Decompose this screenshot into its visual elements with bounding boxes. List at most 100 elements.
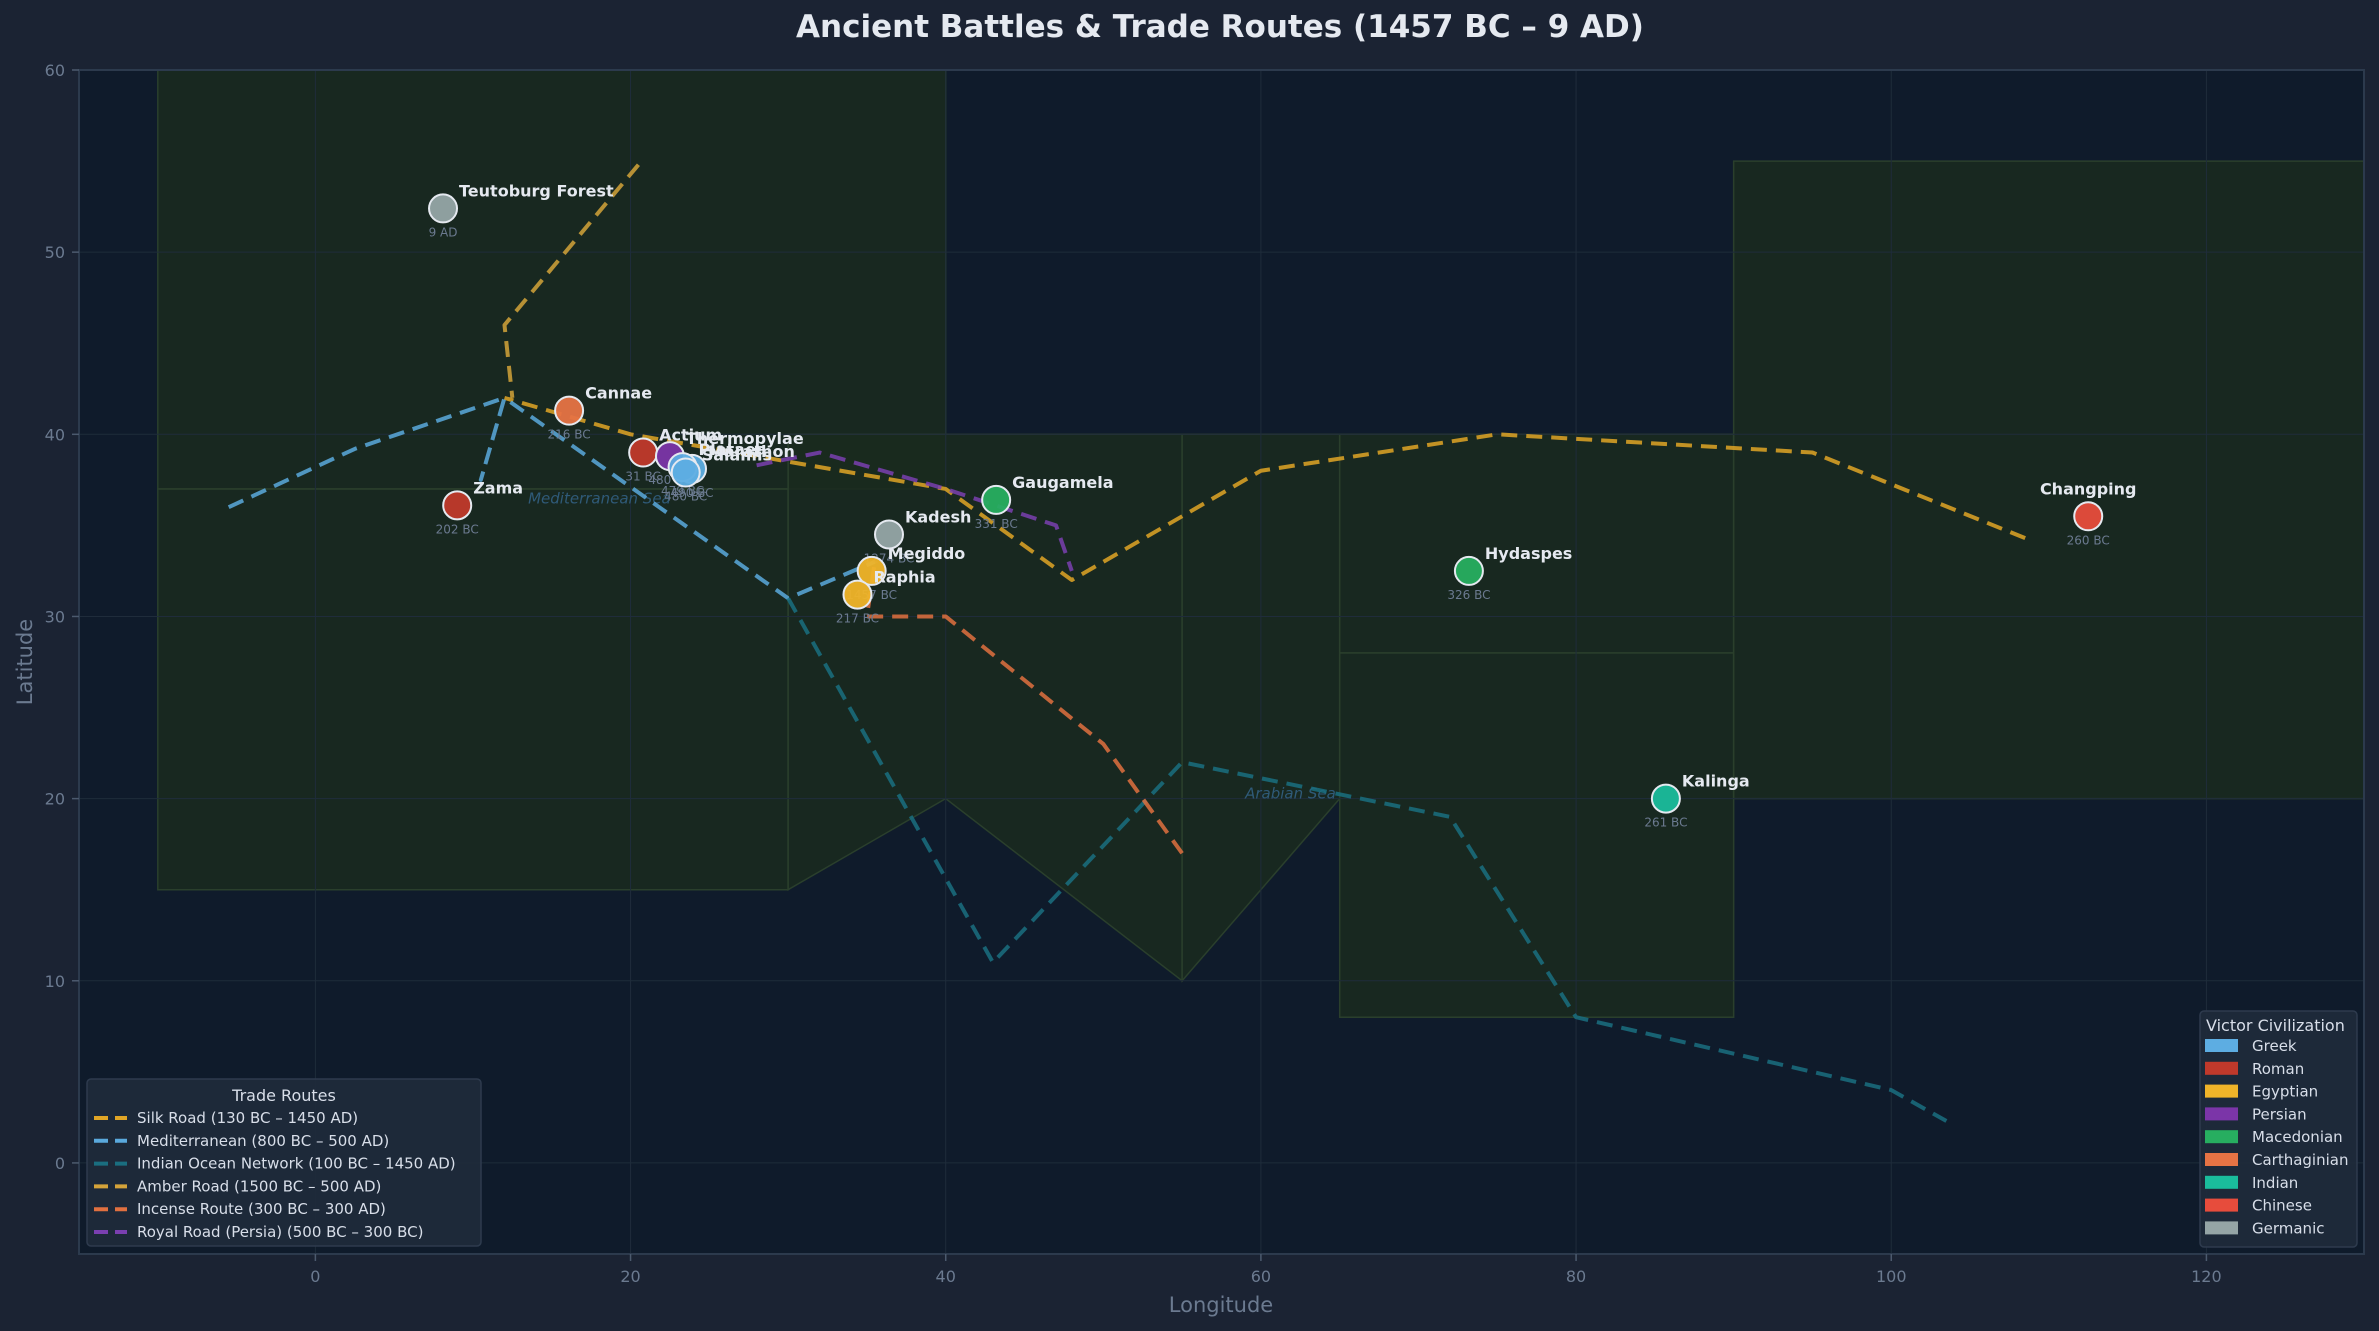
battle-point[interactable]	[842, 579, 873, 610]
battle-point[interactable]	[981, 484, 1012, 515]
trade-route-line	[503, 395, 2026, 583]
battle-name-label: Cannae	[585, 384, 652, 403]
x-tick-label: 60	[1251, 1267, 1271, 1286]
sea-label: Arabian Sea	[1244, 785, 1336, 803]
plot-frame	[78, 69, 2365, 1255]
battle-year-label: 480 BC	[664, 490, 707, 504]
battle-marker[interactable]: Teutoburg Forest 9 AD	[428, 181, 614, 239]
battle-name-label: Raphia	[873, 568, 935, 587]
battle-name-label: Actium	[659, 426, 722, 445]
battle-year-label: 217 BC	[836, 612, 879, 626]
battle-point[interactable]	[554, 395, 585, 426]
battle-marker[interactable]: Actium 31 BC	[625, 426, 722, 484]
x-tick-label: 80	[1566, 1267, 1586, 1286]
battle-name-label: Changping	[2040, 479, 2137, 498]
legend-civ-label: Greek	[2252, 1037, 2297, 1055]
legend-route-label: Incense Route (300 BC – 300 AD)	[137, 1200, 386, 1218]
battle-point[interactable]	[670, 457, 701, 488]
battle-name-label: Gaugamela	[1012, 473, 1113, 492]
legend-civ-swatch	[2205, 1198, 2238, 1212]
legend-civ-label: Macedonian	[2252, 1128, 2343, 1146]
battle-year-label: 202 BC	[436, 522, 479, 536]
battle-year-label: 326 BC	[1447, 588, 1490, 602]
legend-civ-label: Egyptian	[2252, 1083, 2318, 1101]
battle-year-label: 31 BC	[625, 470, 660, 484]
battle-name-label: Kadesh	[905, 507, 971, 526]
legend-civ-label: Persian	[2252, 1105, 2307, 1123]
y-tick-label: 30	[45, 607, 65, 626]
legend-civ-swatch	[2205, 1153, 2238, 1166]
legend-route-label: Indian Ocean Network (100 BC – 1450 AD)	[137, 1155, 456, 1173]
battle-marker[interactable]: Changping 260 BC	[2040, 479, 2137, 547]
x-axis-label: Longitude	[1169, 1293, 1273, 1317]
battle-point[interactable]	[428, 193, 459, 224]
victor-civilization-legend: Victor Civilization Greek Roman Egyptian Per…	[2199, 1010, 2358, 1248]
battle-year-label: 490 BC	[670, 486, 713, 500]
battle-marker[interactable]: Gaugamela 331 BC	[975, 473, 1114, 531]
battle-year-label: 216 BC	[548, 428, 591, 442]
chart-title: Ancient Battles & Trade Routes (1457 BC …	[796, 9, 1644, 45]
legend-civ-swatch	[2205, 1175, 2238, 1189]
battle-point[interactable]	[856, 555, 887, 586]
y-axis-ticks: 0 10 20 30 40 50 60	[45, 61, 79, 1173]
legend-box	[2199, 1010, 2358, 1248]
trade-route-line	[502, 163, 640, 399]
legend-civ-swatch	[2205, 1107, 2238, 1121]
legend-civ-swatch	[2205, 1221, 2238, 1235]
legend-title: Victor Civilization	[2206, 1016, 2345, 1035]
battle-name-label: Kalinga	[1682, 772, 1750, 791]
battle-name-label: Teutoburg Forest	[459, 181, 614, 200]
battle-point[interactable]	[442, 490, 473, 521]
battle-year-label: 9 AD	[429, 225, 458, 239]
battle-year-label: 331 BC	[975, 517, 1018, 531]
y-tick-label: 20	[45, 790, 65, 809]
battle-year-label: 479 BC	[661, 484, 704, 498]
y-tick-label: 50	[45, 243, 65, 262]
x-tick-label: 20	[620, 1267, 640, 1286]
battle-marker[interactable]: Raphia 217 BC	[836, 568, 936, 626]
x-tick-label: 120	[2191, 1267, 2222, 1286]
legend-route-label: Royal Road (Persia) (500 BC – 300 BC)	[137, 1223, 423, 1241]
land-region	[157, 488, 789, 891]
battle-marker[interactable]: Cannae 216 BC	[548, 384, 653, 442]
legend-box	[86, 1078, 482, 1247]
y-tick-label: 10	[45, 972, 65, 991]
y-tick-label: 60	[45, 61, 65, 80]
battle-point[interactable]	[628, 437, 659, 468]
battle-point[interactable]	[2073, 501, 2104, 532]
battle-year-label: 260 BC	[2067, 533, 2110, 547]
trade-route-line	[786, 597, 1948, 1123]
y-tick-label: 0	[55, 1154, 65, 1173]
x-tick-label: 100	[1876, 1267, 1907, 1286]
battle-markers: Teutoburg Forest 9 AD Cannae 216 BC Actium 31…	[428, 181, 2137, 830]
legend-civ-label: Carthaginian	[2252, 1151, 2348, 1169]
legend-route-label: Mediterranean (800 BC – 500 AD)	[137, 1132, 389, 1150]
legend-civ-swatch	[2205, 1039, 2238, 1052]
legend-title: Trade Routes	[231, 1086, 336, 1105]
battle-marker[interactable]: Zama 202 BC	[436, 478, 523, 536]
battle-year-label: 261 BC	[1644, 816, 1687, 830]
land-region	[1338, 652, 1735, 1018]
battle-name-label: Marathon	[708, 442, 795, 461]
battle-name-label: Hydaspes	[1485, 544, 1572, 563]
x-axis-ticks: 0 20 40 60 80 100 120	[310, 1254, 2222, 1286]
legend-civ-label: Chinese	[2252, 1197, 2312, 1215]
legend-civ-label: Roman	[2252, 1060, 2304, 1078]
battle-point[interactable]	[873, 519, 904, 550]
x-tick-label: 0	[310, 1267, 320, 1286]
battle-name-label: Zama	[473, 478, 523, 497]
battle-name-label: Megiddo	[888, 544, 966, 563]
battle-marker[interactable]: Kalinga 261 BC	[1644, 772, 1749, 830]
legend-route-label: Amber Road (1500 BC – 500 AD)	[137, 1177, 381, 1195]
y-axis-label: Latitude	[13, 619, 37, 705]
battle-name-label: Thermopylae	[686, 429, 804, 448]
battle-marker[interactable]: Hydaspes 326 BC	[1447, 544, 1572, 602]
battle-point[interactable]	[1453, 555, 1484, 586]
y-tick-label: 40	[45, 425, 65, 444]
legend-civ-label: Germanic	[2252, 1219, 2324, 1237]
battle-point[interactable]	[1650, 783, 1681, 814]
plot-area: Mediterranean Sea Arabian Sea Teutoburg F…	[78, 69, 2365, 1255]
battle-marker[interactable]: Salamis 480 BC	[664, 446, 772, 504]
